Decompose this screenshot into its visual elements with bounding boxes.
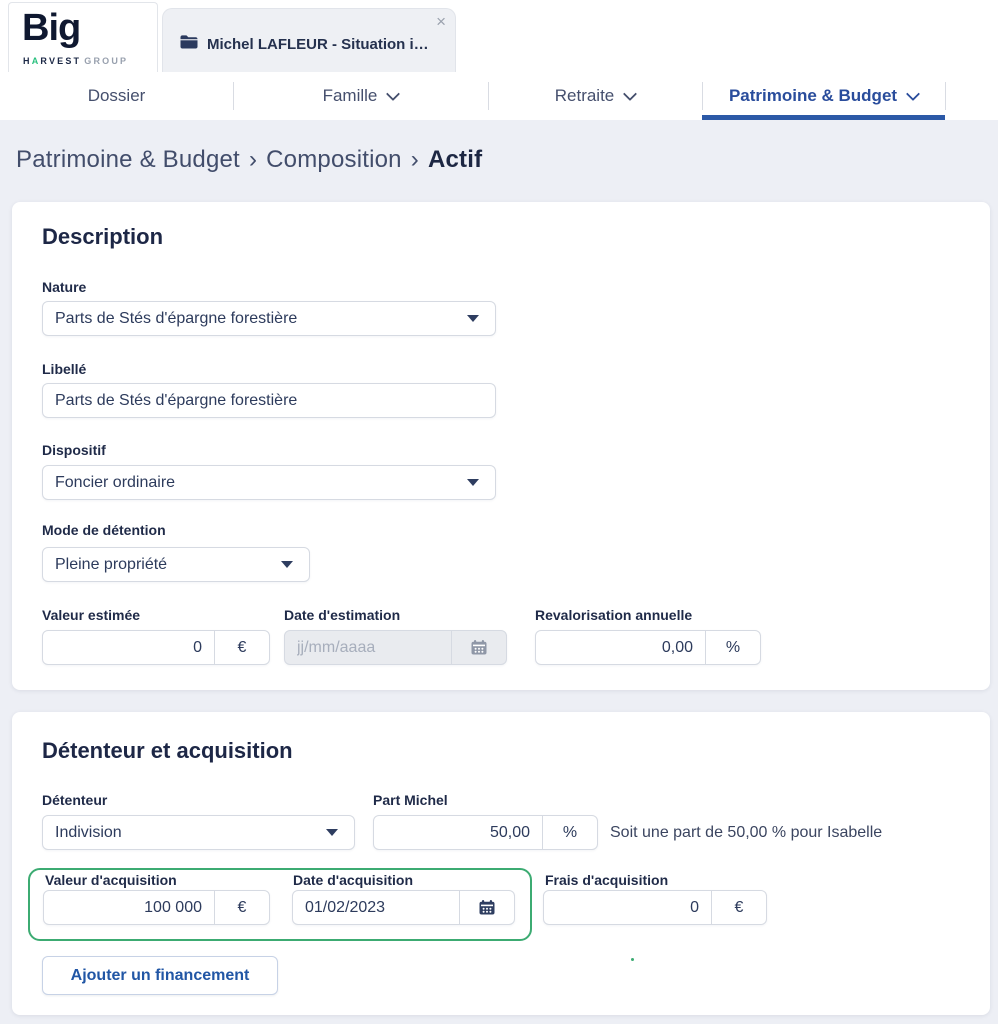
caret-down-icon: [467, 479, 479, 486]
euro-suffix: €: [214, 891, 269, 924]
part-michel-input[interactable]: [374, 816, 542, 849]
nav-divider: [233, 82, 234, 110]
mode-detention-value: Pleine propriété: [55, 555, 168, 573]
nav-item-famille[interactable]: Famille: [233, 72, 488, 120]
date-acquisition-field: [292, 890, 515, 925]
valeur-acquisition-input[interactable]: [44, 891, 214, 924]
nav-divider: [945, 82, 946, 110]
breadcrumb-part-composition[interactable]: Composition: [266, 146, 402, 173]
revalorisation-label: Revalorisation annuelle: [535, 607, 693, 623]
nav-item-patrimoine-budget[interactable]: Patrimoine & Budget: [702, 72, 945, 120]
percent-suffix: %: [542, 816, 597, 849]
mode-detention-select[interactable]: Pleine propriété: [42, 547, 310, 582]
breadcrumb: Patrimoine & Budget › Composition › Actif: [16, 146, 482, 174]
breadcrumb-separator: ›: [410, 146, 419, 173]
active-tab-underline: [702, 115, 945, 120]
valeur-estimee-field: €: [42, 630, 270, 665]
nature-value: Parts de Stés d'épargne forestière: [55, 309, 298, 327]
folder-icon: [180, 35, 198, 54]
valeur-estimee-label: Valeur estimée: [42, 607, 141, 623]
date-acquisition-label: Date d'acquisition: [293, 872, 414, 888]
libelle-input[interactable]: [43, 384, 495, 417]
top-bar: Big HARVEST GROUP Michel LAFLEUR - Situat…: [0, 0, 998, 72]
nav-label-dossier: Dossier: [87, 86, 146, 105]
mode-detention-label: Mode de détention: [42, 522, 166, 538]
dispositif-value: Foncier ordinaire: [55, 473, 176, 491]
valeur-estimee-input[interactable]: [43, 631, 214, 664]
logo-sub-group: GROUP: [84, 56, 129, 66]
dispositif-select[interactable]: Foncier ordinaire: [42, 465, 496, 500]
calendar-button[interactable]: [451, 631, 506, 664]
libelle-field: [42, 383, 496, 418]
add-financement-button[interactable]: Ajouter un financement: [42, 956, 278, 995]
caret-down-icon: [326, 829, 338, 836]
main-nav: Dossier Famille Retraite Patrimoine & Bu…: [0, 72, 998, 120]
calendar-icon: [479, 900, 495, 915]
chevron-down-icon: [905, 86, 921, 102]
logo-sub-pre: H: [23, 56, 32, 66]
calendar-button[interactable]: [459, 891, 514, 924]
date-estimation-field: [284, 630, 507, 665]
nav-label-famille: Famille: [322, 86, 378, 105]
description-section: Description Nature Parts de Stés d'éparg…: [12, 202, 990, 690]
nav-item-retraite[interactable]: Retraite: [488, 72, 702, 120]
nav-item-dossier[interactable]: Dossier: [0, 72, 233, 120]
percent-suffix: %: [705, 631, 760, 664]
detenteur-label: Détenteur: [42, 792, 108, 808]
revalorisation-input[interactable]: [536, 631, 705, 664]
dispositif-label: Dispositif: [42, 442, 106, 458]
document-tab-title: Michel LAFLEUR - Situation i…: [207, 36, 429, 53]
valeur-acquisition-label: Valeur d'acquisition: [45, 872, 177, 888]
detenteur-select[interactable]: Indivision: [42, 815, 355, 850]
part-isabelle-helper: Soit une part de 50,00 % pour Isabelle: [610, 824, 883, 841]
nature-label: Nature: [42, 279, 87, 295]
part-michel-label: Part Michel: [373, 792, 448, 808]
calendar-icon: [471, 640, 487, 655]
nav-divider: [702, 82, 703, 110]
nav-divider: [488, 82, 489, 110]
logo-wordmark: Big: [22, 7, 81, 49]
euro-suffix: €: [711, 891, 766, 924]
date-estimation-label: Date d'estimation: [284, 607, 401, 623]
logo-sub-rest: RVEST: [40, 56, 82, 66]
frais-acquisition-label: Frais d'acquisition: [545, 872, 669, 888]
stray-green-dot: [631, 958, 634, 961]
frais-acquisition-field: €: [543, 890, 767, 925]
date-acquisition-input[interactable]: [293, 891, 459, 924]
detenteur-value: Indivision: [55, 823, 122, 841]
libelle-label: Libellé: [42, 361, 87, 377]
logo-subtitle: HARVEST GROUP: [23, 56, 128, 66]
frais-acquisition-input[interactable]: [544, 891, 711, 924]
section-title-description: Description: [42, 224, 164, 249]
nav-label-retraite: Retraite: [554, 86, 615, 105]
nature-select[interactable]: Parts de Stés d'épargne forestière: [42, 301, 496, 336]
caret-down-icon: [467, 315, 479, 322]
valeur-acquisition-field: €: [43, 890, 270, 925]
logo-sub-accent: A: [31, 56, 41, 66]
app-logo[interactable]: Big HARVEST GROUP: [8, 2, 158, 72]
detenteur-section: Détenteur et acquisition Détenteur Indiv…: [12, 712, 990, 1015]
euro-suffix: €: [214, 631, 269, 664]
caret-down-icon: [281, 561, 293, 568]
breadcrumb-separator: ›: [248, 146, 258, 173]
part-michel-field: %: [373, 815, 598, 850]
breadcrumb-part-patrimoine[interactable]: Patrimoine & Budget: [16, 146, 240, 173]
document-tab[interactable]: Michel LAFLEUR - Situation i… ×: [162, 8, 456, 72]
breadcrumb-current: Actif: [427, 146, 483, 173]
section-title-detenteur: Détenteur et acquisition: [42, 738, 293, 763]
date-estimation-input[interactable]: [285, 631, 451, 664]
chevron-down-icon: [623, 86, 638, 102]
nav-label-patrimoine-budget: Patrimoine & Budget: [728, 86, 898, 105]
close-icon[interactable]: ×: [436, 12, 446, 31]
revalorisation-field: %: [535, 630, 761, 665]
chevron-down-icon: [386, 86, 401, 102]
